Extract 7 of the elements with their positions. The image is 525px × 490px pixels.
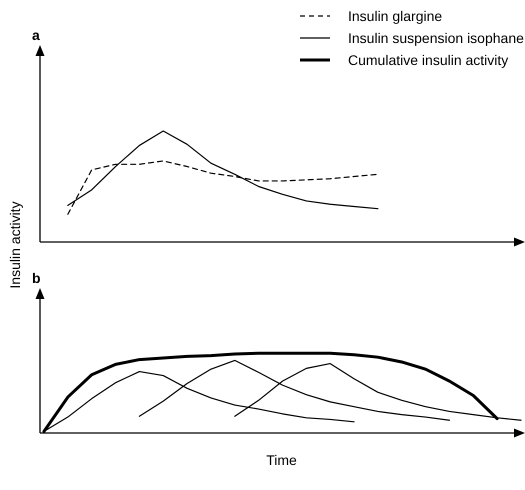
x-axis-title: Time	[266, 452, 298, 468]
legend-label: Insulin glargine	[348, 8, 442, 24]
y-axis-title: Insulin activity	[7, 201, 23, 289]
text: Cumulative insulin activity	[348, 52, 508, 68]
legend-label: Insulin suspension isophane	[348, 30, 524, 46]
chart-title: a	[32, 27, 40, 43]
chart-title: b	[32, 270, 41, 286]
